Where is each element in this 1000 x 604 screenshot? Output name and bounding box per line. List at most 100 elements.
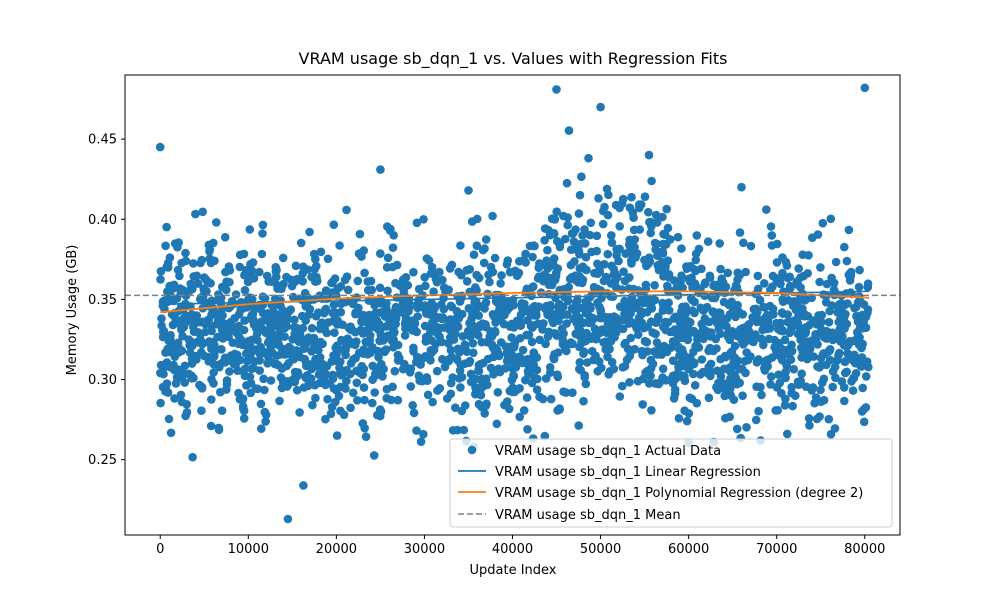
scatter-point xyxy=(428,307,438,317)
scatter-point xyxy=(243,277,253,287)
scatter-point xyxy=(716,329,725,339)
scatter-point xyxy=(469,250,479,259)
scatter-point xyxy=(768,282,777,292)
scatter-point xyxy=(225,277,234,287)
scatter-point xyxy=(367,285,377,295)
scatter-point xyxy=(575,342,584,352)
scatter-point xyxy=(824,414,834,424)
scatter-point xyxy=(640,192,650,201)
scatter-point xyxy=(377,324,386,333)
scatter-point xyxy=(755,295,765,305)
scatter-point xyxy=(820,333,829,342)
scatter-point xyxy=(210,347,219,357)
scatter-point xyxy=(343,335,353,345)
scatter-point xyxy=(251,323,261,333)
scatter-point xyxy=(240,286,250,295)
scatter-point xyxy=(481,235,491,244)
scatter-point xyxy=(689,265,699,274)
scatter-point xyxy=(170,394,179,403)
scatter-point xyxy=(635,200,644,209)
scatter-point xyxy=(612,245,621,254)
scatter-point xyxy=(557,324,567,334)
scatter-point xyxy=(692,398,702,408)
scatter-point xyxy=(260,294,270,303)
scatter-point xyxy=(351,353,360,363)
scatter-point xyxy=(601,345,610,354)
scatter-point xyxy=(547,214,557,223)
scatter-point xyxy=(813,230,823,239)
scatter-point xyxy=(257,249,267,259)
scatter-point xyxy=(295,408,304,417)
scatter-point xyxy=(607,238,617,247)
scatter-point xyxy=(590,268,599,278)
scatter-point xyxy=(341,384,350,393)
scatter-point xyxy=(738,310,748,319)
scatter-point xyxy=(598,219,608,229)
scatter-point xyxy=(574,330,584,340)
scatter-point xyxy=(420,321,430,331)
scatter-point xyxy=(416,354,426,363)
scatter-point xyxy=(375,283,385,293)
scatter-point xyxy=(680,376,690,386)
scatter-point xyxy=(618,363,628,372)
scatter-point xyxy=(477,337,487,347)
scatter-point xyxy=(468,339,478,348)
scatter-point xyxy=(549,254,559,263)
scatter-point xyxy=(264,277,274,286)
scatter-point xyxy=(404,320,414,330)
scatter-point xyxy=(567,229,577,238)
scatter-point xyxy=(376,165,385,174)
scatter-point xyxy=(302,361,311,371)
scatter-point xyxy=(503,256,513,265)
scatter-point xyxy=(776,279,785,289)
scatter-point xyxy=(231,290,241,299)
scatter-point xyxy=(861,403,871,412)
scatter-point xyxy=(515,257,524,266)
scatter-point xyxy=(238,394,248,403)
scatter-point xyxy=(839,383,849,392)
scatter-point xyxy=(549,354,559,364)
scatter-point xyxy=(419,429,428,439)
scatter-point xyxy=(805,344,815,354)
scatter-point xyxy=(457,372,467,382)
scatter-point xyxy=(625,351,635,361)
scatter-point xyxy=(699,305,709,315)
scatter-point xyxy=(182,400,191,409)
scatter-point xyxy=(243,356,252,366)
scatter-point xyxy=(701,278,710,287)
scatter-point xyxy=(472,286,481,295)
scatter-point xyxy=(792,277,802,286)
scatter-point xyxy=(189,320,198,329)
scatter-point xyxy=(647,176,656,186)
scatter-point xyxy=(459,425,469,435)
scatter-point xyxy=(217,345,226,354)
scatter-point xyxy=(247,315,256,324)
scatter-point xyxy=(716,264,725,274)
scatter-point xyxy=(479,258,489,268)
scatter-point xyxy=(692,231,702,240)
scatter-point xyxy=(342,205,351,215)
scatter-point xyxy=(421,337,431,346)
scatter-point xyxy=(205,337,214,346)
scatter-point xyxy=(825,355,835,365)
scatter-point xyxy=(768,304,778,314)
scatter-point xyxy=(768,271,778,281)
scatter-point xyxy=(428,397,437,407)
scatter-point xyxy=(272,265,281,275)
scatter-point xyxy=(306,374,316,383)
scatter-point xyxy=(370,388,380,397)
scatter-point xyxy=(562,346,571,356)
scatter-point xyxy=(594,194,603,203)
scatter-point xyxy=(245,225,255,234)
scatter-point xyxy=(652,218,662,227)
scatter-point xyxy=(797,343,806,353)
scatter-point xyxy=(523,316,532,325)
scatter-point xyxy=(562,178,572,188)
scatter-point xyxy=(704,362,713,372)
scatter-point xyxy=(357,252,366,261)
scatter-point xyxy=(465,265,475,274)
scatter-point xyxy=(322,328,332,338)
scatter-point xyxy=(437,300,446,309)
scatter-point xyxy=(785,328,794,338)
